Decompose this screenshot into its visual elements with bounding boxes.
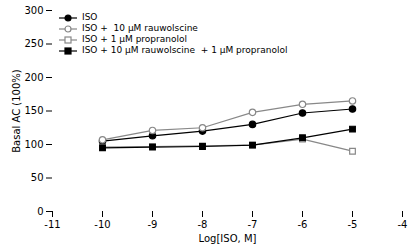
svg-text:150: 150 [24, 105, 43, 116]
svg-text:-7: -7 [248, 219, 258, 230]
svg-text:200: 200 [24, 72, 43, 83]
html-text:ISO + 1 μM propranolol: ISO + 1 μM propranolol [82, 34, 187, 44]
svg-text:-11: -11 [44, 219, 60, 230]
svg-text:50: 50 [31, 172, 44, 183]
svg-text:Log[ISO, M]: Log[ISO, M] [199, 233, 257, 244]
svg-text:-9: -9 [148, 219, 158, 230]
html-text:ISO + 10 μM rauwolscine + 1 μM: ISO + 10 μM rauwolscine + 1 μM propranol… [82, 45, 288, 55]
svg-text:-10: -10 [94, 219, 110, 230]
html-text:ISO: ISO [82, 12, 98, 22]
svg-text:-5: -5 [348, 219, 358, 230]
svg-text:-4: -4 [398, 219, 408, 230]
svg-text:250: 250 [24, 38, 43, 49]
svg-text:300: 300 [24, 5, 43, 16]
html-text:ISO + 10 μM rauwolscine: ISO + 10 μM rauwolscine [82, 23, 198, 33]
svg-text:0: 0 [37, 206, 43, 217]
svg-text:-6: -6 [298, 219, 308, 230]
svg-text:-8: -8 [198, 219, 208, 230]
svg-text:100: 100 [24, 139, 43, 150]
svg-text:Basal AC (100%): Basal AC (100%) [11, 69, 22, 153]
